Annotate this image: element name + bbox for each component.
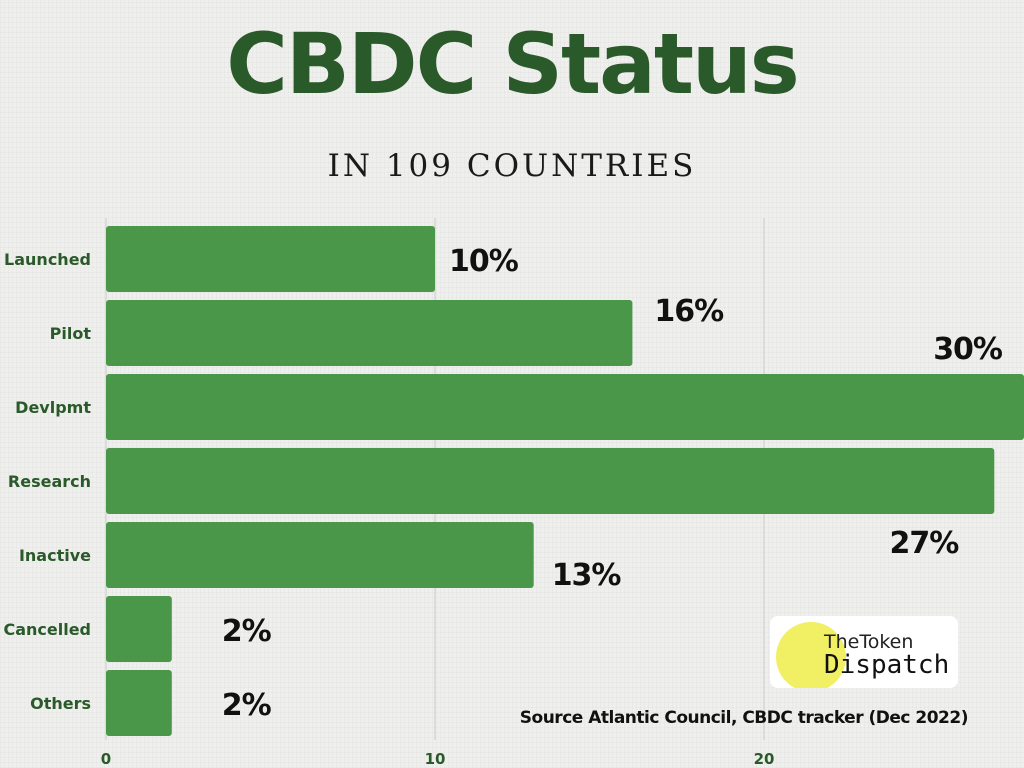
bar-cancelled	[106, 596, 172, 662]
thetokendispatch-logo: TheToken Dispatch	[770, 616, 958, 688]
value-label-others: 2%	[222, 688, 272, 723]
chart-subtitle: IN 109 COUNTRIES	[327, 148, 697, 184]
x-axis-ticks: 0 10 20	[101, 750, 775, 768]
value-label-devlpmt: 30%	[933, 332, 1003, 367]
category-label-research: Research	[8, 472, 91, 491]
bar-inactive	[106, 522, 534, 588]
x-tick-label-0: 0	[101, 750, 111, 768]
category-labels: Launched Pilot Devlpmt Research Inactive Canc…	[3, 250, 91, 713]
bar-devlpmt	[106, 374, 1024, 440]
bar-research	[106, 448, 995, 514]
x-tick-label-10: 10	[425, 750, 446, 768]
category-label-launched: Launched	[4, 250, 91, 269]
source-note: Source Atlantic Council, CBDC tracker (D…	[519, 708, 969, 728]
category-label-others: Others	[30, 694, 91, 713]
category-label-cancelled: Cancelled	[3, 620, 91, 639]
value-labels: 10% 16% 30% 27% 13% 2% 2%	[222, 244, 1004, 723]
bar-pilot	[106, 300, 633, 366]
value-label-cancelled: 2%	[222, 614, 272, 649]
category-label-inactive: Inactive	[19, 546, 91, 565]
category-label-pilot: Pilot	[50, 324, 92, 343]
logo-line1: TheToken	[824, 631, 914, 653]
value-label-inactive: 13%	[552, 558, 622, 593]
value-label-pilot: 16%	[654, 294, 724, 329]
bar-launched	[106, 226, 435, 292]
bar-others	[106, 670, 172, 736]
chart-title: CBDC Status	[226, 15, 800, 113]
value-label-launched: 10%	[449, 244, 519, 279]
bars	[106, 226, 1024, 736]
category-label-devlpmt: Devlpmt	[15, 398, 91, 417]
x-tick-label-20: 20	[754, 750, 775, 768]
logo-circle-icon	[776, 622, 846, 688]
logo-line2: Dispatch	[824, 650, 950, 680]
value-label-research: 27%	[889, 526, 959, 561]
